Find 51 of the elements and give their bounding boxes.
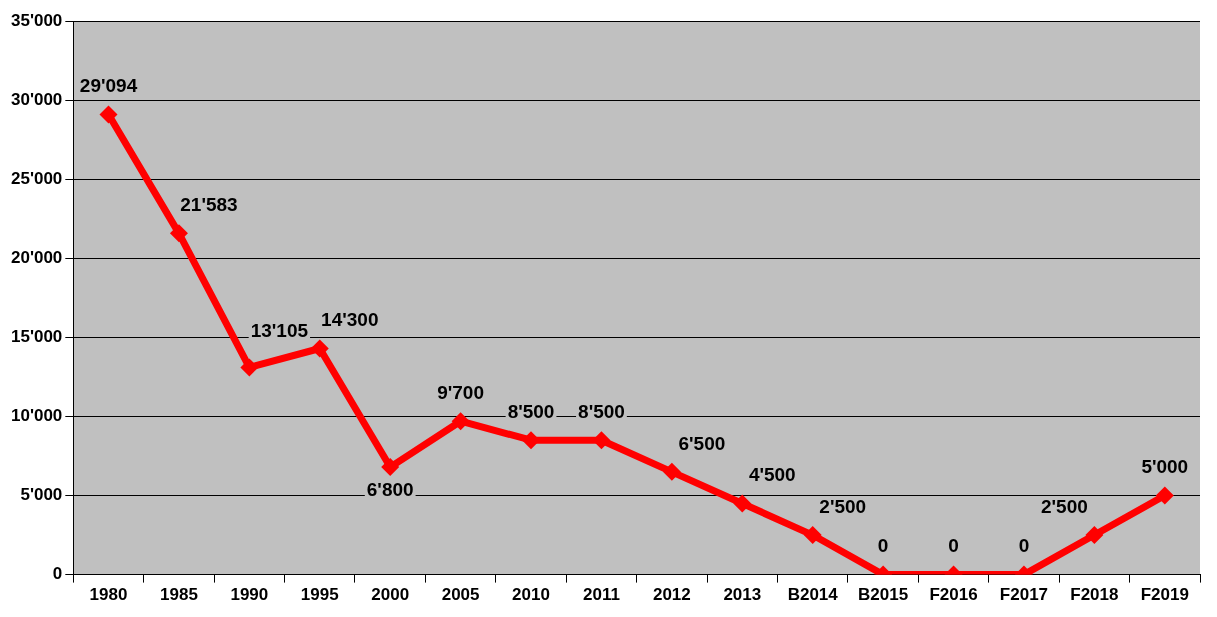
x-tick-label: 1985: [160, 585, 198, 605]
point: [240, 358, 259, 377]
data-label: 2'500: [1040, 495, 1088, 517]
x-tick-label: F2019: [1140, 585, 1189, 605]
data-label: 13'105: [250, 320, 309, 342]
point: [662, 462, 681, 481]
y-tick-label: 5'000: [20, 485, 63, 505]
point: [381, 458, 400, 477]
data-label: 8'500: [578, 400, 625, 422]
data-label: 8'500: [507, 400, 555, 422]
x-tick-label: 1980: [89, 585, 128, 605]
data-label: 29'094: [79, 75, 138, 97]
y-tick-label: 15'000: [10, 327, 63, 347]
y-tick-label: 35'000: [10, 10, 63, 30]
point: [451, 412, 470, 431]
data-label: 6'500: [678, 432, 726, 454]
data-label: 0: [1018, 535, 1030, 557]
y-tick-label: 20'000: [10, 248, 63, 268]
point: [1155, 486, 1174, 505]
x-tick-label: F2018: [1070, 585, 1119, 605]
data-label: 21'583: [180, 194, 238, 216]
x-tick-label: B2014: [787, 585, 839, 605]
point: [1085, 526, 1104, 545]
x-tick-label: 1990: [230, 585, 269, 605]
data-label: 9'700: [437, 381, 485, 403]
point: [733, 494, 752, 513]
data-label: 14'300: [321, 309, 379, 331]
y-tick-label: 25'000: [10, 169, 63, 188]
x-tick-label: F2017: [999, 585, 1049, 605]
data-label: 6'800: [366, 478, 414, 500]
data-label: 0: [948, 535, 959, 557]
x-tick-label: 1995: [300, 585, 339, 605]
x-tick-label: 2005: [441, 585, 480, 605]
y-tick-label: 30'000: [10, 89, 63, 109]
x-tick-label: 2010: [512, 585, 550, 605]
y-tick-label: 10'000: [10, 406, 63, 426]
point: [803, 526, 822, 545]
point: [99, 105, 118, 124]
x-tick-label: 2012: [652, 585, 691, 605]
data-label: 5'000: [1141, 456, 1189, 478]
x-tick-label: 2013: [723, 585, 762, 605]
x-tick-label: B2015: [858, 585, 909, 605]
x-tick-label: 2011: [583, 585, 620, 605]
x-tick-label: F2016: [929, 585, 978, 605]
point: [169, 224, 188, 243]
x-tick-label: 2000: [371, 585, 410, 605]
data-label: 4'500: [748, 464, 796, 486]
data-label: 0: [877, 535, 889, 557]
y-tick-label: 0: [52, 564, 63, 584]
data-label: 2'500: [819, 495, 867, 517]
point: [310, 339, 329, 358]
